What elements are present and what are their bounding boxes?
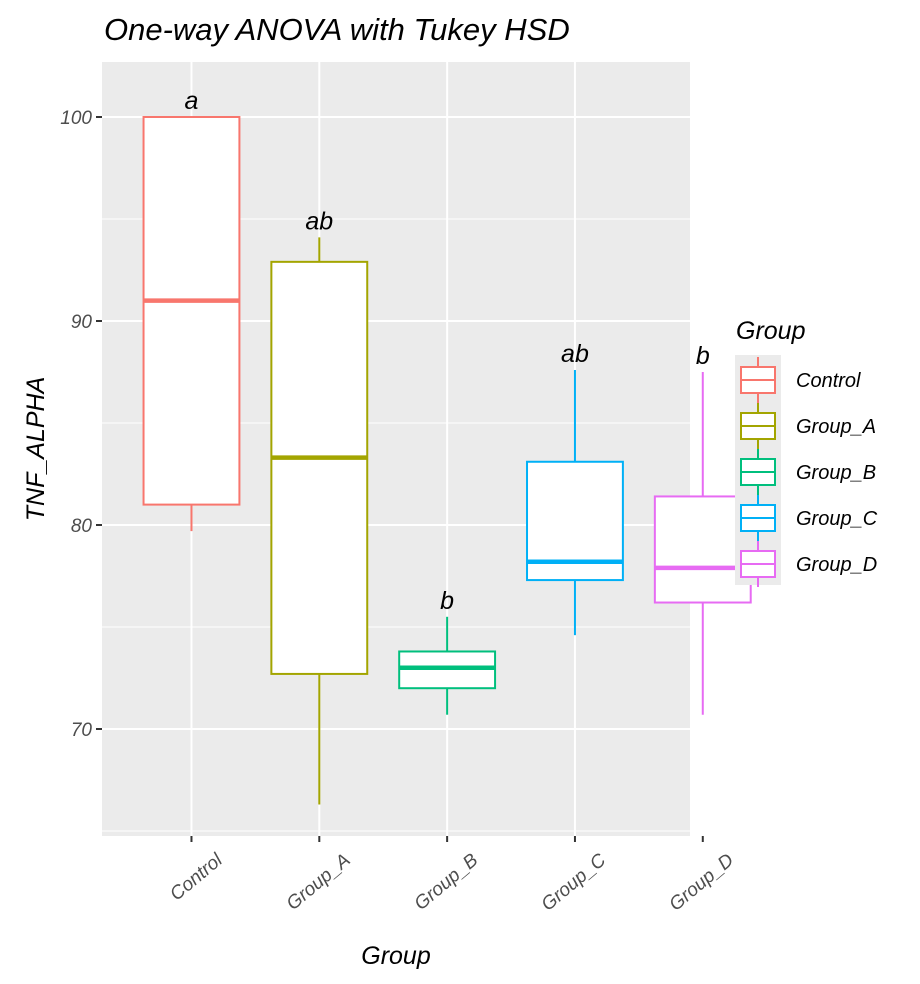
legend-label: Group_D: [796, 554, 877, 576]
box-body: [270, 260, 369, 675]
y-tick-label: 70: [71, 720, 93, 741]
y-axis-title: TNF_ALPHA: [22, 377, 50, 521]
y-tick-label: 100: [60, 108, 92, 129]
legend: Group Control Group_A Group_B Group_C Group_…: [735, 317, 878, 587]
legend-key-group-c: [740, 495, 776, 541]
x-axis-ticks: Control Group_A Group_B Group_C Group_D: [166, 836, 738, 915]
x-tick-label: Group_A: [283, 850, 355, 915]
significance-letter: ab: [561, 340, 589, 368]
box-group-a: [270, 237, 369, 805]
legend-key-control: [740, 357, 776, 403]
legend-key-group-b: [740, 449, 776, 495]
legend-title: Group: [736, 317, 806, 345]
box-body: [653, 495, 752, 604]
x-tick-label: Group_B: [411, 850, 483, 915]
legend-label: Group_C: [796, 508, 878, 530]
significance-letter: b: [440, 587, 454, 615]
y-tick-label: 80: [71, 516, 93, 537]
x-tick-label: Control: [166, 849, 227, 905]
x-tick-label: Group_D: [665, 850, 738, 916]
box-body: [142, 116, 241, 506]
legend-key-group-a: [740, 403, 776, 449]
legend-label: Group_B: [796, 462, 876, 484]
significance-letters: a ab b ab b: [185, 87, 710, 615]
box-group-c: [526, 369, 624, 636]
box-group-d: [653, 372, 752, 715]
significance-letter: ab: [305, 207, 333, 235]
x-tick-label: Group_C: [538, 850, 611, 916]
chart-title: One-way ANOVA with Tukey HSD: [104, 12, 570, 47]
y-tick-label: 90: [71, 312, 93, 333]
x-axis-title: Group: [361, 942, 431, 970]
box-group-b: [398, 616, 497, 715]
box-control: [142, 116, 241, 532]
legend-label: Group_A: [796, 416, 876, 438]
y-axis-ticks: 70 80 90 100: [60, 108, 102, 741]
boxes-layer: [142, 116, 752, 805]
significance-letter: a: [185, 87, 199, 115]
significance-letter: b: [696, 342, 710, 370]
legend-key-group-d: [740, 541, 776, 587]
legend-label: Control: [796, 370, 861, 392]
